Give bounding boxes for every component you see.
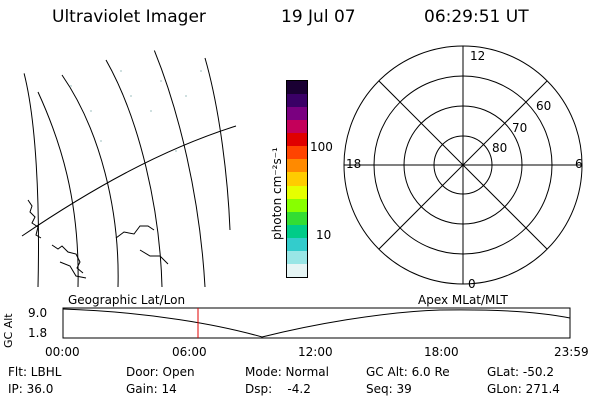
timeline-x-tick-0000: 00:00 (45, 345, 80, 359)
timeline-left-label: Geographic Lat/Lon (68, 293, 186, 307)
mlt-label-6: 6 (575, 157, 583, 171)
timeline-frame (62, 307, 571, 339)
map-meridian (23, 72, 39, 287)
colorbar-swatch (287, 198, 307, 212)
map-meridian (105, 59, 163, 287)
glon-info: GLon: 271.4 (487, 382, 560, 396)
mlt-label-0: 0 (468, 277, 476, 291)
coastline (59, 261, 87, 279)
colorbar-swatch (287, 120, 307, 134)
timeline-y-tick-9: 9.0 (28, 306, 48, 320)
dsp-info: Dsp: -4.2 (245, 382, 311, 396)
lat-label-80: 80 (492, 141, 507, 155)
colorbar-swatch (287, 250, 307, 264)
colorbar-swatch (287, 185, 307, 199)
colorbar-swatch (287, 172, 307, 186)
mlt-label-12: 12 (470, 49, 485, 63)
colorbar-swatch (287, 237, 307, 251)
coastline (115, 225, 155, 239)
gc-alt-info: GC Alt: 6.0 Re (366, 365, 450, 379)
color-scale-bar (286, 80, 308, 278)
mlt-label-18: 18 (346, 157, 361, 171)
lat-label-60: 60 (536, 99, 551, 113)
map-meridian (61, 74, 119, 287)
mode-info: Mode: Normal (245, 365, 329, 379)
timeline-x-tick-1200: 12:00 (298, 345, 333, 359)
timeline-y-tick-1: 1.8 (28, 326, 48, 340)
polar-diagonal (378, 80, 548, 250)
colorbar-swatch (287, 224, 307, 238)
ip-info: IP: 36.0 (8, 382, 54, 396)
colorbar-swatch (287, 159, 307, 173)
timeline-x-tick-1800: 18:00 (424, 345, 459, 359)
map-meridian (204, 57, 231, 231)
date-label: 19 Jul 07 (281, 7, 356, 27)
colorbar-swatch (287, 107, 307, 121)
colorbar-swatch (287, 94, 307, 108)
time-label: 06:29:51 UT (424, 7, 529, 27)
seq-info: Seq: 39 (366, 382, 412, 396)
altitude-curve (62, 308, 571, 338)
timeline-right-label: Apex MLat/MLT (418, 293, 508, 307)
colorbar-tick-100: 100 (310, 140, 333, 154)
colorbar-swatch (287, 81, 307, 95)
timeline-x-tick-2359: 23:59 (554, 345, 589, 359)
colorbar-swatch (287, 146, 307, 160)
coastline (139, 249, 169, 265)
colorbar-swatch (287, 133, 307, 147)
colorbar-swatch (287, 263, 307, 277)
lat-label-70: 70 (512, 121, 527, 135)
map-meridian (149, 50, 206, 287)
filter-info: Flt: LBHL (8, 365, 62, 379)
door-info: Door: Open (126, 365, 195, 379)
coastline (27, 199, 42, 239)
coastline (51, 244, 84, 274)
gain-info: Gain: 14 (126, 382, 177, 396)
colorbar-tick-10: 10 (316, 228, 332, 242)
glat-info: GLat: -50.2 (487, 365, 554, 379)
instrument-title: Ultraviolet Imager (52, 7, 206, 27)
map-meridian (37, 91, 79, 287)
colorbar-swatch (287, 211, 307, 225)
timeline-x-tick-0600: 06:00 (172, 345, 207, 359)
map-parallel (21, 125, 237, 237)
